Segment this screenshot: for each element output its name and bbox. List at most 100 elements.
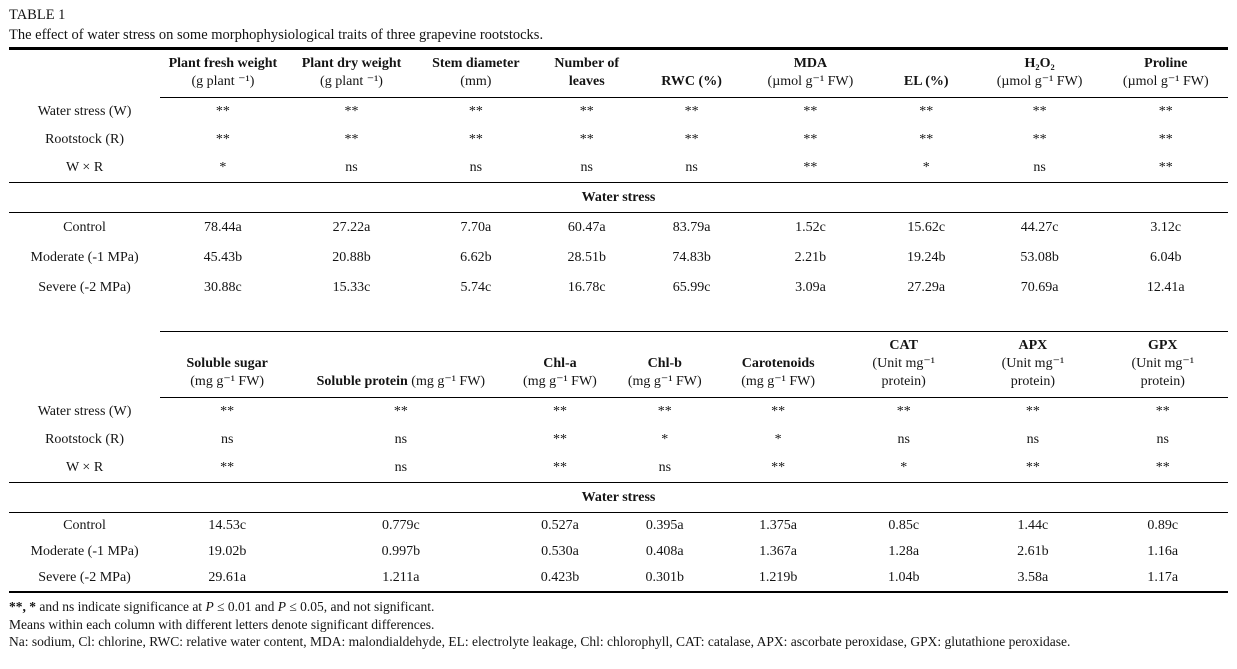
row-label-note: (-2 MPa) [76,280,131,295]
row-label-note: (-2 MPa) [76,570,131,585]
table-caption: The effect of water stress on some morph… [9,27,544,43]
column-name: Chl-b [647,356,682,371]
row-label: Water stress (W) [37,103,132,119]
column-unit: protein) [1140,374,1185,389]
significance-cell: ** [468,104,483,119]
row-label: Rootstock (R) [45,132,125,147]
column-name: APX [1018,338,1048,353]
data-cell: 1.375a [759,518,797,533]
significance-cell: ** [968,454,1098,483]
significance-cell: ns [220,432,234,447]
column-header: Stem diameter (mm) [417,50,535,98]
table-row: Moderate (-1 MPa) 19.02b 0.997b 0.530a 0.408… [9,539,1228,565]
column-unit: (g plant ⁻¹) [191,74,255,89]
row-label: Moderate (-1 MPa) [9,539,160,565]
significance-cell: ** [579,132,594,147]
table-morphophysiology-part2: Soluble sugar (mg g⁻¹ FW) Soluble protein … [9,331,1228,593]
column-unit: (mg g⁻¹ FW) [741,374,816,389]
column-header: Chl-b (mg g⁻¹ FW) [612,331,718,398]
row-label-note: (-1 MPa) [84,250,139,265]
column-header: Proline (µmol g⁻¹ FW) [1103,50,1228,98]
column-header: H₂O₂ (µmol g⁻¹ FW) [975,50,1104,98]
data-cell: 45.43b [203,250,243,265]
data-cell: 0.423b [507,565,613,593]
column-header: APX (Unit mg⁻¹ protein) [968,331,1098,398]
data-cell: 1.211a [294,565,508,593]
data-cell: 70.69a [1020,280,1059,295]
significance-cell: ** [1155,404,1170,419]
row-label-main: Severe [38,280,77,295]
significance-cell: ns [612,454,718,483]
data-cell: 65.99c [672,280,711,295]
significance-cell: ** [771,404,786,419]
significance-cell: ** [344,104,359,119]
data-cell: 78.44a [204,220,242,235]
data-cell: 2.61b [1017,544,1049,559]
significance-cell: ** [1032,104,1047,119]
significance-cell: * [774,432,782,447]
significance-row: W × R ** ns ** ns ** * ** ** [9,454,1228,483]
column-name: Carotenoids [741,356,815,371]
row-label-main: Moderate [30,544,85,559]
row-label: Water stress (W) [37,403,132,419]
significance-cell: ns [534,154,640,183]
significance-cell: ** [468,132,483,147]
significance-cell: ** [160,454,295,483]
data-cell: 20.88b [332,250,371,265]
significance-cell: * [839,454,969,483]
column-header: GPX (Unit mg⁻¹ protein) [1097,331,1228,398]
data-cell: 1.367a [759,544,797,559]
data-cell: 19.02b [207,544,247,559]
column-name: Soluble sugar [186,356,268,371]
table-row: Moderate (-1 MPa) 45.43b 20.88b 6.62b 28.51b… [9,243,1228,273]
significance-cell: ns [394,432,408,447]
data-cell: 7.70a [460,220,492,235]
significance-cell: ns [975,154,1104,183]
column-name: Soluble protein [316,374,408,389]
significance-cell: ** [919,104,934,119]
data-cell: 74.83b [672,250,711,265]
significance-cell: ns [897,432,910,447]
column-name: RWC (%) [661,74,722,89]
significance-row: Rootstock (R) ** ** ** ** ** ** ** ** ** [9,126,1228,154]
significance-cell: ** [552,404,567,419]
significance-cell: ** [1103,154,1228,183]
column-unit: (Unit mg⁻¹ [1131,356,1195,371]
significance-cell: ** [1158,104,1173,119]
column-header: Soluble protein (mg g⁻¹ FW) [294,331,508,398]
data-cell: 1.16a [1147,544,1179,559]
column-unit: (mg g⁻¹ FW) [411,374,486,389]
table-row: Control 14.53c 0.779c 0.527a 0.395a 1.375a 0.8… [9,513,1228,540]
section-band-row: Water stress [9,182,1228,213]
table-morphophysiology-part1: Plant fresh weight (g plant ⁻¹) Plant dry… [9,50,1228,303]
data-cell: 14.53c [208,518,247,533]
significance-cell: ** [744,154,877,183]
column-name: H₂O₂ [1024,56,1055,71]
data-cell: 6.62b [460,250,492,265]
data-cell: 2.21b [794,250,827,265]
significance-cell: ** [552,432,567,447]
significance-cell: ** [215,104,230,119]
data-cell: 0.301b [612,565,718,593]
header-row: Soluble sugar (mg g⁻¹ FW) Soluble protein … [9,331,1228,398]
row-label-main: Control [63,220,106,235]
column-name: Number of leaves [554,56,620,89]
column-unit: protein) [881,374,926,389]
significance-row: Rootstock (R) ns ns ** * * ns ns ns [9,426,1228,454]
data-cell: 16.78c [567,280,606,295]
footnote-significance: **, * and ns indicate significance at P … [9,598,1228,616]
data-cell: 15.62c [907,220,946,235]
column-name: Plant dry weight [301,56,402,71]
significance-cell: ** [215,132,230,147]
footnotes: **, * and ns indicate significance at P … [9,598,1228,651]
data-cell: 28.51b [567,250,607,265]
column-header: EL (%) [876,50,976,98]
significance-cell: ** [717,454,840,483]
data-cell: 29.61a [160,565,295,593]
column-header: Number of leaves [534,50,640,98]
significance-cell: ns [1026,432,1040,447]
significance-row: W × R * ns ns ns ns ** * ns ** [9,154,1228,183]
column-name: Plant fresh weight [168,56,278,71]
data-cell: 1.44c [1017,518,1049,533]
data-cell: 44.27c [1020,220,1059,235]
